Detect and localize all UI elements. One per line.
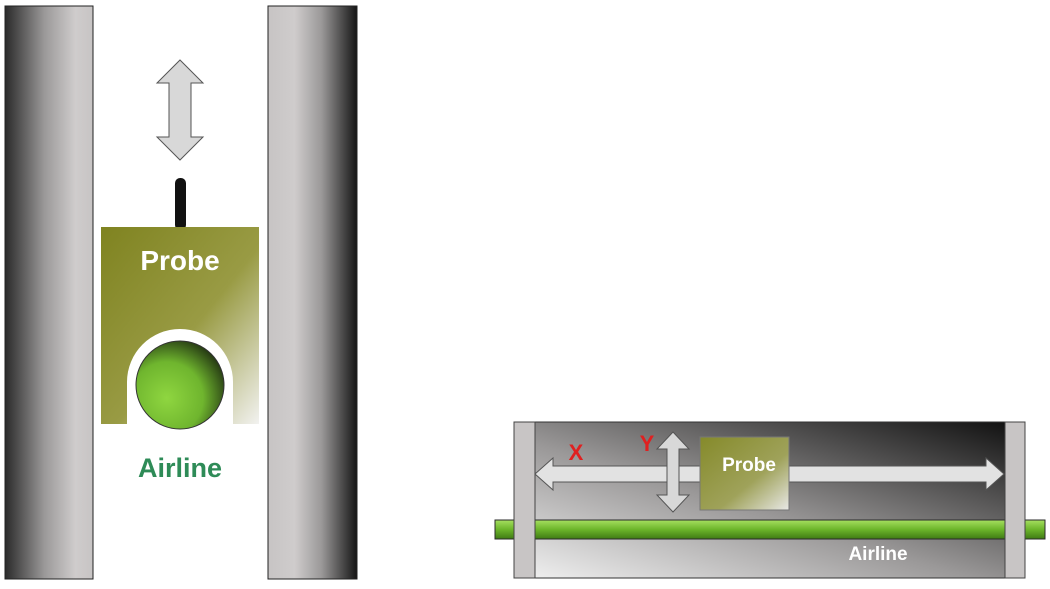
side-view: X Y Probe Airline — [494, 421, 1046, 579]
vertical-motion-arrow — [155, 59, 205, 161]
side-probe — [699, 436, 790, 511]
airline-label: Airline — [138, 453, 222, 483]
left-support — [513, 421, 536, 579]
y-axis-label: Y — [640, 431, 655, 456]
front-view: Probe Airline — [4, 5, 358, 580]
side-airline-label: Airline — [848, 544, 907, 565]
left-wall — [4, 5, 94, 580]
airline-cross-section — [135, 340, 225, 430]
x-axis-label: X — [569, 440, 584, 465]
y-axis-arrow — [655, 431, 691, 513]
airline-rod — [494, 519, 1046, 540]
right-wall — [267, 5, 358, 580]
probe-stem — [175, 178, 186, 230]
side-probe-label: Probe — [722, 455, 776, 476]
probe-label: Probe — [140, 245, 219, 276]
right-support — [1004, 421, 1026, 579]
